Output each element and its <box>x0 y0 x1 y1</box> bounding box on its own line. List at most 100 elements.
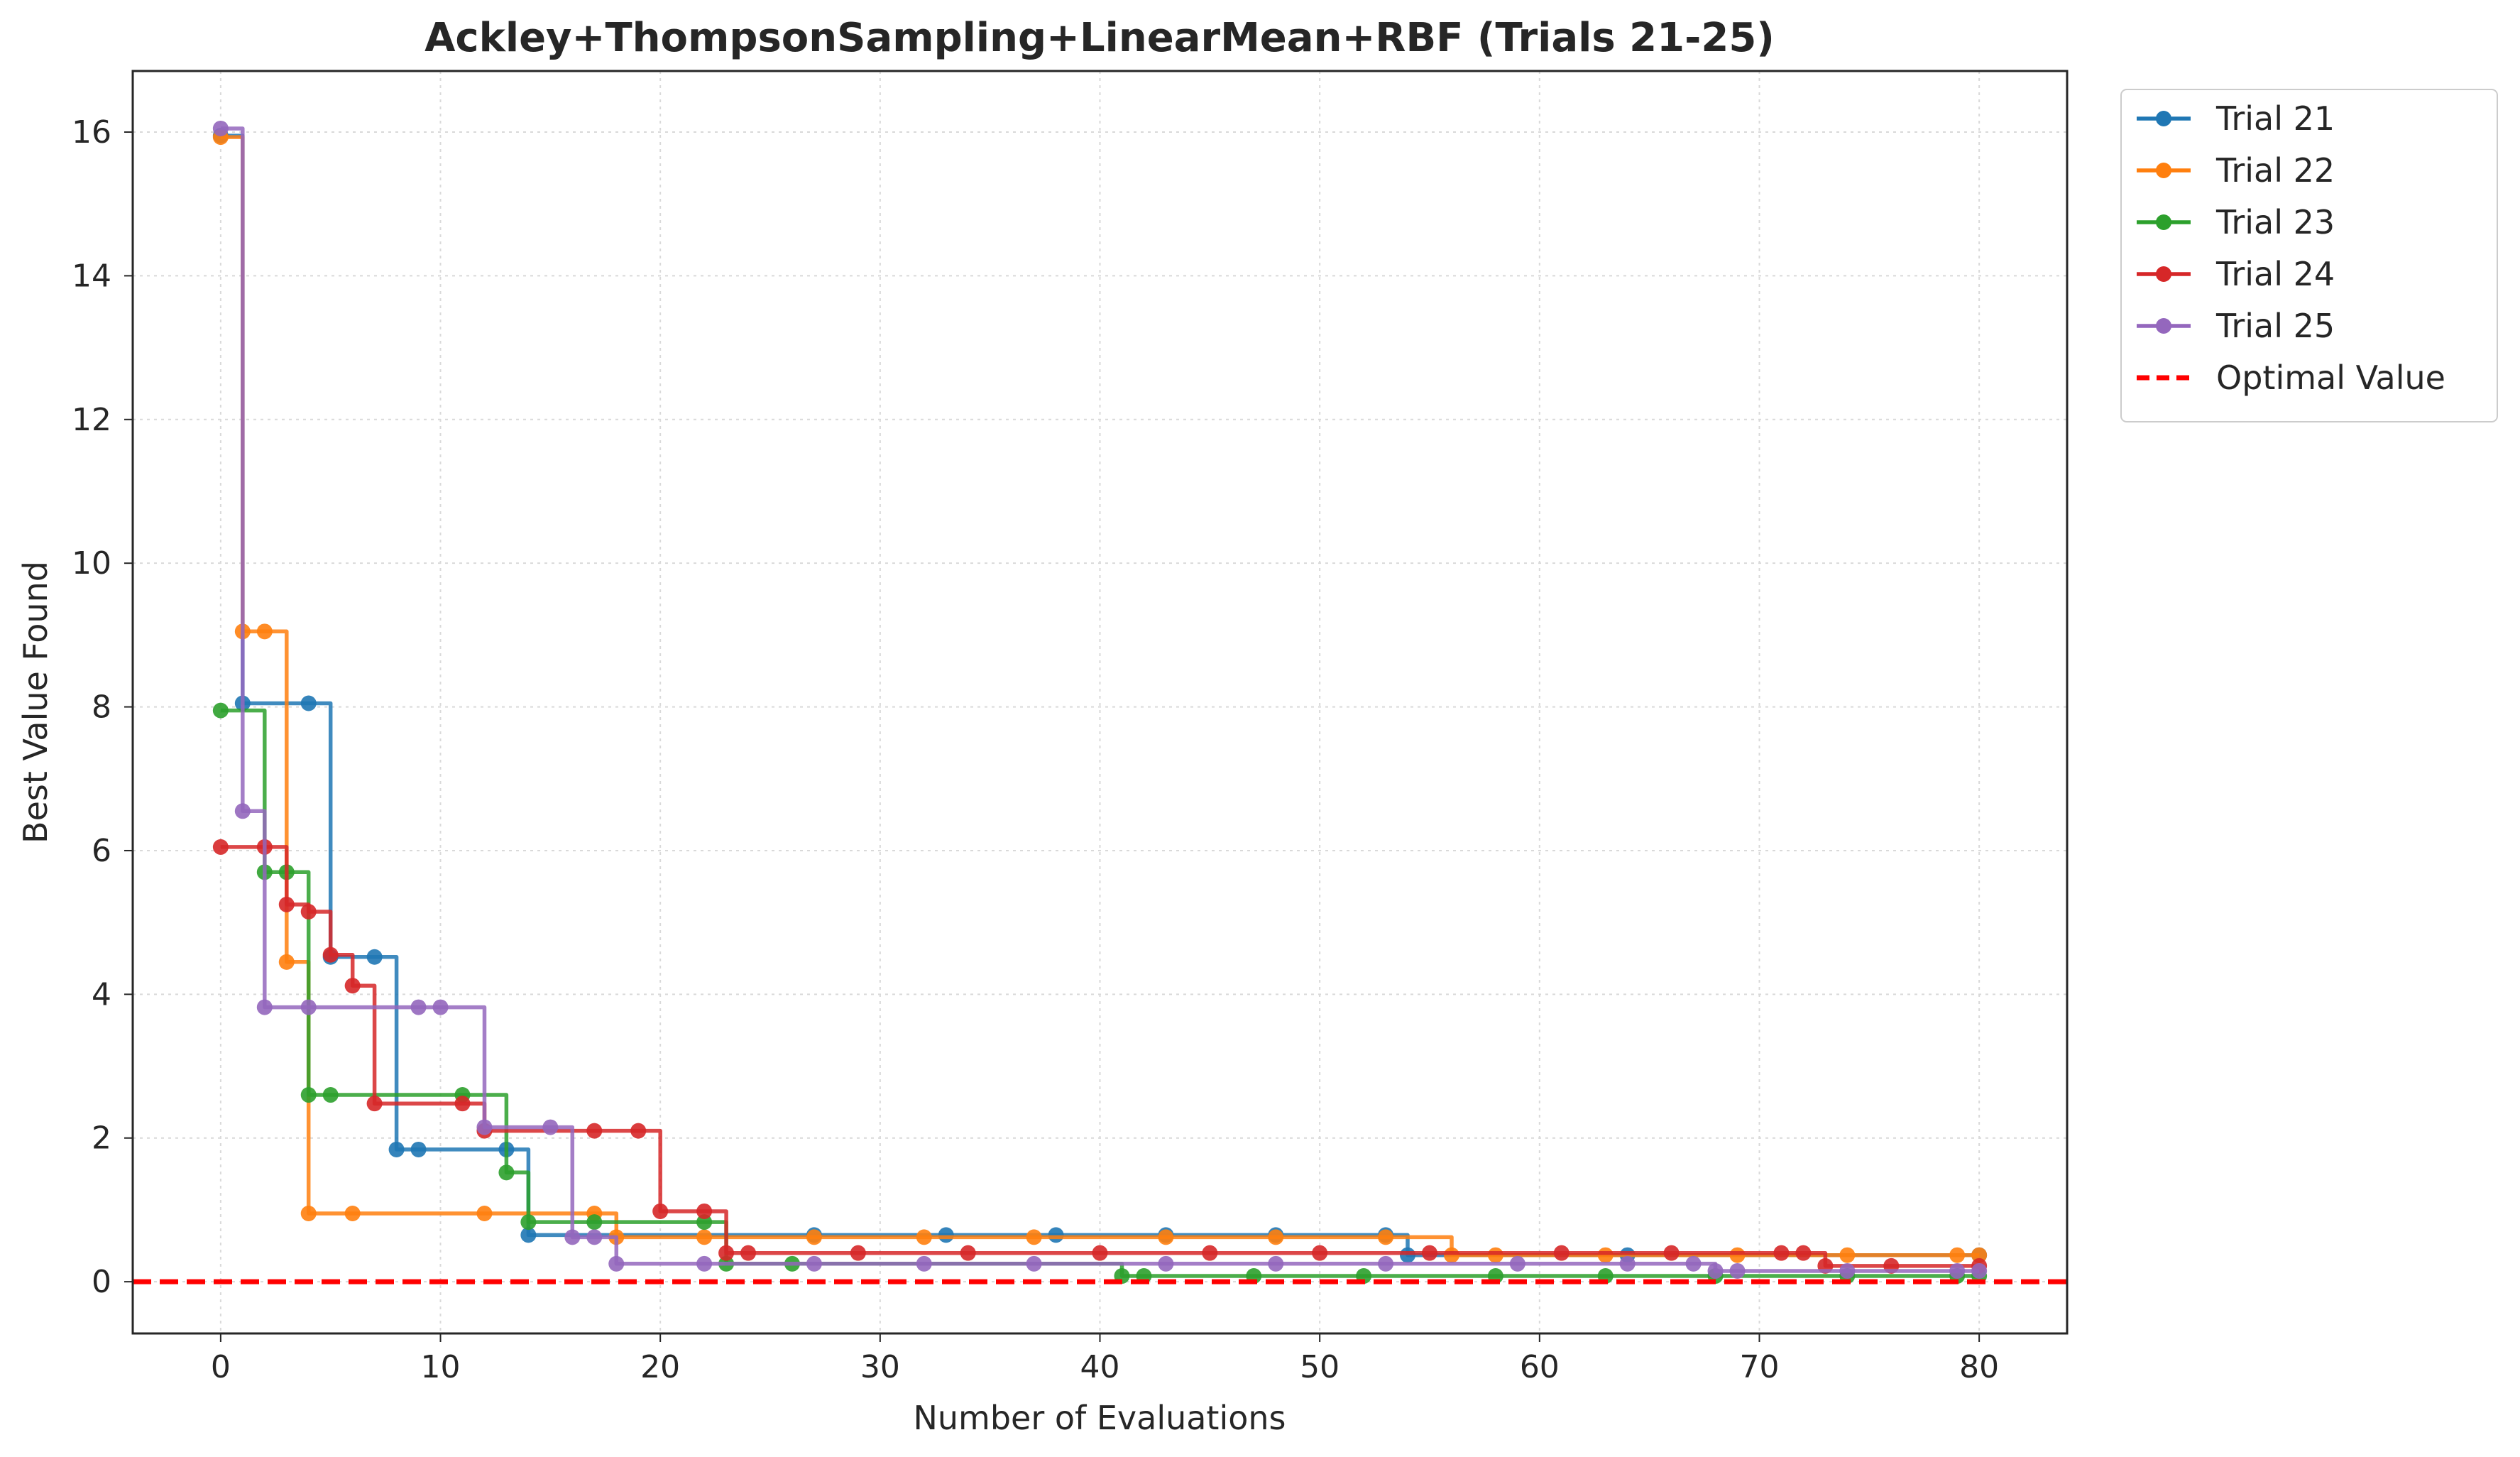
data-point <box>916 1255 932 1272</box>
legend-item: Trial 21 <box>2137 99 2335 138</box>
series-group <box>133 120 2067 1284</box>
data-point <box>476 1206 493 1222</box>
data-point <box>718 1245 735 1261</box>
legend-label: Trial 22 <box>2215 151 2335 190</box>
data-point <box>1400 1247 1416 1263</box>
data-point <box>454 1096 471 1112</box>
series-line <box>220 135 1980 1257</box>
y-tick-label: 16 <box>72 114 111 151</box>
data-point <box>300 999 317 1015</box>
legend: Trial 21 Trial 22 Trial 23 Trial 24 Trial 25… <box>2120 89 2498 422</box>
data-point <box>300 1087 317 1103</box>
ticks: 0 10 20 30 40 50 60 70 80 0 2 4 6 8 10 12 14 16 <box>72 114 1999 1385</box>
data-point <box>300 695 317 711</box>
x-tick-label: 30 <box>860 1349 900 1385</box>
legend-label: Trial 25 <box>2215 307 2335 345</box>
data-point <box>410 1141 427 1157</box>
data-point <box>1092 1245 1108 1261</box>
data-point <box>586 1229 603 1245</box>
series-trial-24 <box>212 839 1988 1274</box>
y-tick-label: 8 <box>92 689 111 726</box>
data-point <box>1619 1255 1636 1272</box>
x-tick-label: 70 <box>1739 1349 1779 1385</box>
data-point <box>498 1164 515 1181</box>
data-point <box>300 903 317 920</box>
data-point <box>1553 1245 1569 1261</box>
data-point <box>1971 1247 1988 1263</box>
data-point <box>806 1255 822 1272</box>
data-point <box>938 1227 954 1243</box>
data-point <box>1312 1245 1328 1261</box>
data-point <box>344 1206 361 1222</box>
x-tick-label: 60 <box>1520 1349 1560 1385</box>
grid <box>133 71 2067 1333</box>
x-tick-label: 50 <box>1300 1349 1340 1385</box>
y-tick-label: 0 <box>92 1264 111 1300</box>
data-point <box>1949 1247 1966 1263</box>
data-point <box>630 1123 647 1139</box>
data-point <box>1378 1255 1394 1272</box>
data-point <box>1729 1247 1746 1263</box>
data-point <box>1773 1245 1790 1261</box>
data-point <box>212 839 229 855</box>
legend-marker <box>2156 318 2171 334</box>
x-tick-label: 20 <box>640 1349 680 1385</box>
legend-label: Optimal Value <box>2216 359 2445 397</box>
data-point <box>366 1096 383 1112</box>
legend-marker <box>2156 163 2171 178</box>
chart-title: Ackley+ThompsonSampling+LinearMean+RBF (… <box>424 15 1775 61</box>
data-point <box>1202 1245 1218 1261</box>
data-point <box>1949 1262 1966 1279</box>
y-tick-label: 10 <box>72 545 111 582</box>
legend-marker <box>2156 214 2171 230</box>
data-point <box>476 1119 493 1135</box>
data-point <box>1421 1245 1437 1261</box>
data-point <box>1158 1255 1174 1272</box>
legend-label: Trial 23 <box>2215 203 2335 241</box>
data-point <box>1048 1227 1064 1243</box>
series-line <box>220 126 1980 1273</box>
data-point <box>1026 1255 1042 1272</box>
data-point <box>1487 1247 1503 1263</box>
series-line <box>220 708 1980 1278</box>
data-point <box>916 1229 932 1245</box>
data-point <box>1443 1247 1459 1263</box>
data-point <box>212 702 229 719</box>
data-point <box>520 1214 537 1230</box>
data-point <box>256 999 273 1015</box>
x-tick-label: 0 <box>211 1349 231 1385</box>
data-point <box>432 999 449 1015</box>
data-point <box>1597 1247 1614 1263</box>
x-tick-label: 40 <box>1080 1349 1120 1385</box>
x-tick-label: 10 <box>421 1349 461 1385</box>
x-axis-label: Number of Evaluations <box>913 1399 1286 1437</box>
data-point <box>1839 1262 1856 1279</box>
y-tick-label: 14 <box>72 258 111 294</box>
data-point <box>366 949 383 965</box>
y-tick-label: 12 <box>72 402 111 438</box>
data-point <box>564 1229 581 1245</box>
data-point <box>388 1141 405 1157</box>
data-point <box>300 1206 317 1222</box>
data-point <box>234 803 251 819</box>
series-trial-25 <box>212 120 1988 1279</box>
legend-label: Trial 21 <box>2215 99 2335 138</box>
data-point <box>586 1214 603 1230</box>
data-point <box>278 896 295 912</box>
data-point <box>740 1245 757 1261</box>
legend-label: Trial 24 <box>2215 255 2335 293</box>
data-point <box>1026 1229 1042 1245</box>
data-point <box>696 1214 713 1230</box>
y-axis-label: Best Value Found <box>16 561 55 844</box>
data-point <box>1509 1255 1525 1272</box>
data-point <box>1685 1255 1702 1272</box>
data-point <box>212 120 229 136</box>
data-point <box>410 999 427 1015</box>
data-point <box>1158 1229 1174 1245</box>
x-tick-label: 80 <box>1959 1349 1999 1385</box>
legend-item: Trial 25 <box>2137 307 2335 345</box>
data-point <box>542 1119 559 1135</box>
data-point <box>256 623 273 640</box>
data-point <box>696 1229 713 1245</box>
data-point <box>1729 1262 1746 1279</box>
